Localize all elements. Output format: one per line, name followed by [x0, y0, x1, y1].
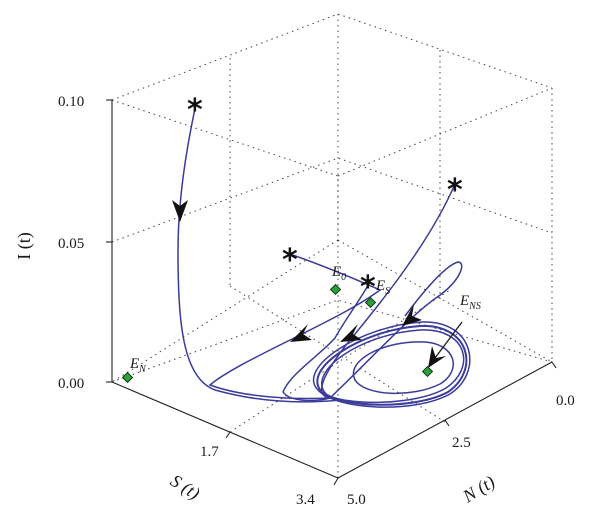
trajectory-4 [320, 183, 456, 399]
tick-mark [225, 431, 231, 439]
tick-mark [444, 419, 450, 427]
initial-conditions: * * * * [187, 93, 463, 305]
limit-cycle-loop [321, 329, 465, 404]
direction-arrow [340, 324, 362, 342]
start-star-icon: * [447, 173, 463, 208]
start-star-icon: * [282, 243, 298, 278]
s-axis-label: S (t) [166, 470, 203, 504]
equilibrium-label-ens: ENS [459, 293, 481, 312]
grid-line [111, 239, 339, 383]
s-tick-label: 1.7 [200, 444, 219, 460]
limit-cycle [312, 321, 471, 408]
grid-line [111, 13, 553, 101]
equilibrium-marker [329, 283, 342, 296]
equilibrium-label-es: ES [375, 278, 390, 297]
direction-arrows [172, 200, 463, 368]
box-frame [106, 99, 557, 486]
i-axis-ticks: 0.10 0.05 0.00 [58, 94, 84, 392]
n-tick-label: 0.0 [556, 393, 575, 409]
tick-mark [551, 361, 557, 369]
grid-line [111, 99, 339, 478]
start-star-icon: * [360, 270, 376, 305]
i-tick-label: 0.00 [58, 376, 84, 392]
direction-arrow [172, 200, 188, 222]
equilibrium-marker [421, 365, 434, 378]
equilibrium-marker [364, 296, 377, 309]
start-star-icon: * [187, 93, 203, 128]
direction-arrow [290, 324, 312, 342]
i-tick-label: 0.05 [58, 236, 84, 252]
n-tick-label: 2.5 [452, 435, 471, 451]
e-ns-pointer [431, 321, 463, 363]
trajectory-4-loop [331, 261, 463, 397]
s-axis-line [111, 381, 339, 479]
grid-line [229, 289, 451, 433]
tick-mark [333, 477, 339, 486]
i-axis-label: I (t) [14, 232, 35, 259]
equilibrium-label-e0: E0 [331, 264, 346, 283]
limit-cycle-loop [352, 341, 455, 394]
limit-cycle-loop [316, 324, 468, 406]
n-axis-ticks: 5.0 2.5 0.0 [347, 393, 575, 508]
equilibrium-label-en: EN [129, 356, 147, 375]
trajectory-1 [177, 103, 341, 403]
trajectories [177, 103, 463, 403]
direction-arrow [428, 346, 446, 368]
n-axis-label: N (t) [458, 472, 498, 508]
grid-line [337, 87, 553, 177]
i-tick-label: 0.10 [58, 94, 84, 110]
equilibria: EN E0 ES ENS [121, 264, 481, 384]
n-tick-label: 5.0 [347, 492, 366, 508]
limit-cycle-loop [312, 321, 471, 408]
trajectory-3 [282, 281, 371, 402]
s-tick-label: 3.4 [296, 492, 315, 508]
direction-arrow [402, 304, 422, 326]
equilibrium-marker [121, 371, 134, 384]
s-axis-ticks: 1.7 3.4 [200, 444, 315, 508]
